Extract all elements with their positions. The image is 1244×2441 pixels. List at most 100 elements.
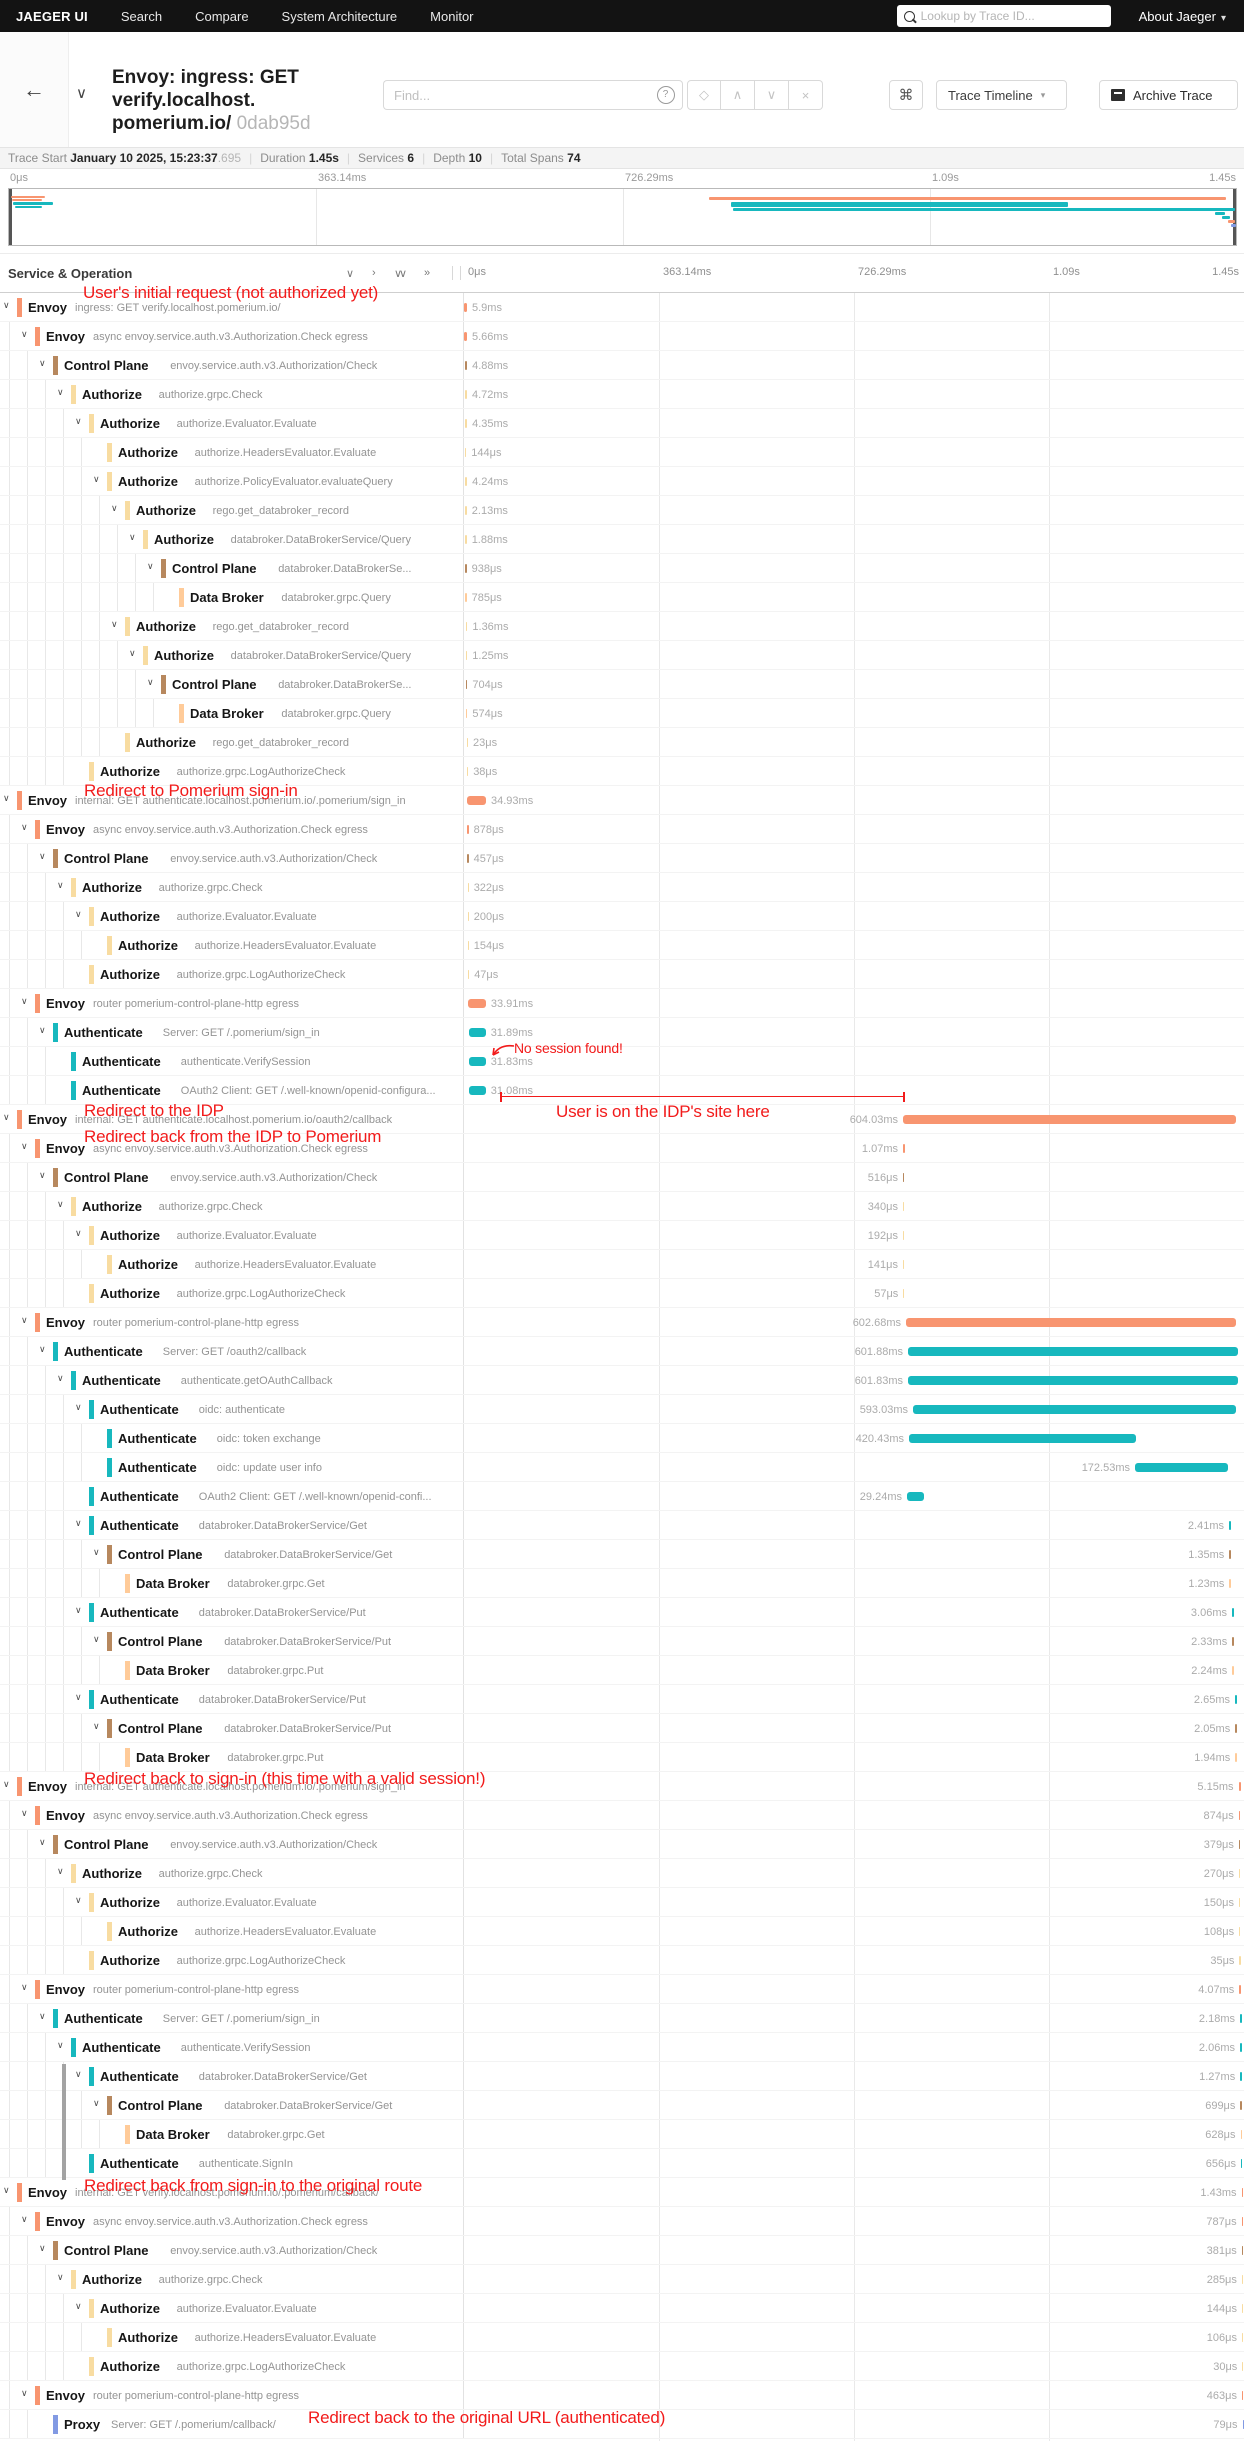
span-duration-bar[interactable] (1238, 1782, 1242, 1791)
span-duration-bar[interactable] (903, 1260, 905, 1269)
span-collapse-chevron-icon[interactable]: ∨ (39, 358, 46, 368)
span-row[interactable]: ∨ Envoy async envoy.service.auth.v3.Author… (0, 1134, 1244, 1163)
span-row[interactable]: Authenticate OAuth2 Client: GET /.well-kn… (0, 1482, 1244, 1511)
span-row[interactable]: Authorize authorize.grpc.LogAuthorizeChec… (0, 757, 1244, 786)
span-duration-bar[interactable] (903, 1173, 905, 1182)
span-row[interactable]: ∨ Envoy async envoy.service.auth.v3.Author… (0, 2207, 1244, 2236)
next-match-button[interactable]: ∨ (755, 80, 789, 110)
span-row[interactable]: ∨ Control Plane envoy.service.auth.v3.Auth… (0, 2236, 1244, 2265)
keyboard-shortcuts-button[interactable]: ⌘ (889, 80, 923, 110)
span-collapse-chevron-icon[interactable]: ∨ (39, 2243, 46, 2253)
span-duration-bar[interactable] (1240, 2043, 1242, 2052)
span-collapse-chevron-icon[interactable]: ∨ (3, 793, 10, 803)
span-duration-bar[interactable] (1235, 1695, 1238, 1704)
span-collapse-chevron-icon[interactable]: ∨ (21, 1315, 28, 1325)
span-row[interactable]: ∨ Envoy internal: GET authenticate.localho… (0, 786, 1244, 815)
span-row[interactable]: Authorize authorize.HeadersEvaluator.Eval… (0, 2323, 1244, 2352)
span-duration-bar[interactable] (464, 477, 468, 486)
focus-match-button[interactable]: ◇ (687, 80, 721, 110)
span-row[interactable]: ∨ Control Plane databroker.DataBrokerServi… (0, 2091, 1244, 2120)
prev-match-button[interactable]: ∧ (721, 80, 755, 110)
trace-id-search-input[interactable]: Lookup by Trace ID... (896, 5, 1111, 27)
span-row[interactable]: Authorize authorize.HeadersEvaluator.Eval… (0, 1917, 1244, 1946)
span-collapse-chevron-icon[interactable]: ∨ (39, 1025, 46, 1035)
span-row[interactable]: Proxy Server: GET /.pomerium/callback/79μ… (0, 2410, 1244, 2439)
span-row[interactable]: ∨ Authorize authorize.grpc.Check 340μs (0, 1192, 1244, 1221)
span-collapse-chevron-icon[interactable]: ∨ (75, 1402, 82, 1412)
span-row[interactable]: ∨ Control Plane envoy.service.auth.v3.Auth… (0, 1163, 1244, 1192)
span-row[interactable]: ∨ Control Plane envoy.service.auth.v3.Auth… (0, 844, 1244, 873)
span-row[interactable]: ∨ Authenticate Server: GET /.pomerium/sign… (0, 2004, 1244, 2033)
span-row[interactable]: ∨ Authorize authorize.Evaluator.Evaluate 19… (0, 1221, 1244, 1250)
span-row[interactable]: ∨ Authorize authorize.Evaluator.Evaluate 4.… (0, 409, 1244, 438)
span-duration-bar[interactable] (467, 796, 486, 805)
span-collapse-chevron-icon[interactable]: ∨ (3, 1779, 10, 1789)
span-duration-bar[interactable] (464, 419, 468, 428)
span-collapse-chevron-icon[interactable]: ∨ (57, 1373, 64, 1383)
span-duration-bar[interactable] (465, 506, 467, 515)
span-row[interactable]: Authorize authorize.grpc.LogAuthorizeChec… (0, 2352, 1244, 2381)
span-row[interactable]: Authorize authorize.HeadersEvaluator.Eval… (0, 1250, 1244, 1279)
span-row[interactable]: Authorize authorize.HeadersEvaluator.Eval… (0, 438, 1244, 467)
span-collapse-chevron-icon[interactable]: ∨ (21, 329, 28, 339)
span-duration-bar[interactable] (1242, 2391, 1244, 2400)
minimap-right-handle[interactable] (1233, 189, 1236, 245)
span-collapse-chevron-icon[interactable]: ∨ (147, 561, 154, 571)
span-row[interactable]: ∨ Envoy router pomerium-control-plane-http… (0, 989, 1244, 1018)
span-duration-bar[interactable] (1239, 1985, 1242, 1994)
span-duration-bar[interactable] (467, 825, 469, 834)
span-row[interactable]: Authenticate oidc: update user info 172.53… (0, 1453, 1244, 1482)
span-row[interactable]: ∨ Authenticate oidc: authenticate 593.03ms (0, 1395, 1244, 1424)
span-duration-bar[interactable] (467, 912, 469, 921)
span-collapse-chevron-icon[interactable]: ∨ (21, 1141, 28, 1151)
span-collapse-chevron-icon[interactable]: ∨ (57, 2040, 64, 2050)
span-row[interactable]: ∨ Control Plane envoy.service.auth.v3.Auth… (0, 351, 1244, 380)
span-duration-bar[interactable] (464, 332, 467, 341)
span-row[interactable]: ∨ Envoy async envoy.service.auth.v3.Author… (0, 322, 1244, 351)
span-duration-bar[interactable] (1239, 1927, 1241, 1936)
span-duration-bar[interactable] (464, 361, 468, 370)
span-collapse-chevron-icon[interactable]: ∨ (75, 1895, 82, 1905)
span-row[interactable]: ∨ Authorize authorize.grpc.Check 285μs (0, 2265, 1244, 2294)
span-collapse-chevron-icon[interactable]: ∨ (3, 1112, 10, 1122)
trace-view-selector[interactable]: Trace Timeline ▾ (936, 80, 1067, 110)
span-collapse-chevron-icon[interactable]: ∨ (93, 1634, 100, 1644)
span-row[interactable]: ∨ Authenticate databroker.DataBrokerServic… (0, 1511, 1244, 1540)
span-row[interactable]: Authorize authorize.HeadersEvaluator.Eval… (0, 931, 1244, 960)
collapse-one-icon[interactable]: ∨ (346, 268, 355, 280)
span-duration-bar[interactable] (1232, 1608, 1235, 1617)
span-duration-bar[interactable] (1240, 2130, 1242, 2139)
span-collapse-chevron-icon[interactable]: ∨ (57, 880, 64, 890)
title-collapse-toggle[interactable]: ∨ (76, 85, 87, 102)
span-row[interactable]: ∨ Authorize rego.get_databroker_record 1.36… (0, 612, 1244, 641)
column-resize-handle[interactable] (452, 266, 461, 280)
span-duration-bar[interactable] (1241, 2246, 1243, 2255)
span-row[interactable]: ∨ Envoy router pomerium-control-plane-http… (0, 2381, 1244, 2410)
span-duration-bar[interactable] (1239, 1956, 1241, 1965)
span-row[interactable]: ∨ Control Plane envoy.service.auth.v3.Auth… (0, 1830, 1244, 1859)
span-row[interactable]: ∨ Authenticate authenticate.VerifySession 2… (0, 2033, 1244, 2062)
span-duration-bar[interactable] (468, 1057, 486, 1066)
span-collapse-chevron-icon[interactable]: ∨ (39, 1344, 46, 1354)
span-row[interactable]: ∨ Authorize authorize.grpc.Check 270μs (0, 1859, 1244, 1888)
span-duration-bar[interactable] (903, 1144, 905, 1153)
span-row[interactable]: ∨ Authorize authorize.PolicyEvaluator.eval… (0, 467, 1244, 496)
span-collapse-chevron-icon[interactable]: ∨ (39, 851, 46, 861)
span-row[interactable]: ∨ Authorize rego.get_databroker_record 2.13… (0, 496, 1244, 525)
span-row[interactable]: ∨ Authorize authorize.grpc.Check 322μs (0, 873, 1244, 902)
span-duration-bar[interactable] (467, 941, 469, 950)
span-collapse-chevron-icon[interactable]: ∨ (39, 1837, 46, 1847)
span-collapse-chevron-icon[interactable]: ∨ (93, 1721, 100, 1731)
nav-item-system-architecture[interactable]: System Architecture (281, 8, 398, 24)
span-duration-bar[interactable] (1241, 2275, 1244, 2284)
span-collapse-chevron-icon[interactable]: ∨ (57, 1866, 64, 1876)
span-row[interactable]: ∨ Envoy internal: GET verify.localhost.pom… (0, 2178, 1244, 2207)
span-duration-bar[interactable] (1241, 2188, 1244, 2197)
span-duration-bar[interactable] (1232, 1666, 1235, 1675)
span-row[interactable]: Data Broker databroker.grpc.Query 574μs (0, 699, 1244, 728)
span-duration-bar[interactable] (908, 1347, 1238, 1356)
minimap-left-handle[interactable] (9, 189, 12, 245)
span-duration-bar[interactable] (906, 1318, 1236, 1327)
span-duration-bar[interactable] (1232, 1637, 1235, 1646)
about-jaeger-menu[interactable]: About Jaeger ▾ (1138, 8, 1226, 24)
